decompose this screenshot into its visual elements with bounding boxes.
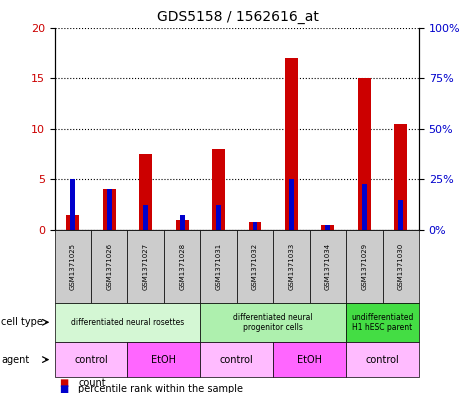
- Text: GSM1371031: GSM1371031: [216, 242, 221, 290]
- Text: GSM1371033: GSM1371033: [288, 242, 294, 290]
- Text: GSM1371028: GSM1371028: [179, 243, 185, 290]
- Bar: [289, 179, 294, 230]
- Text: GSM1371034: GSM1371034: [325, 243, 331, 290]
- Text: EtOH: EtOH: [297, 354, 322, 365]
- Text: differentiated neural rosettes: differentiated neural rosettes: [71, 318, 184, 327]
- Bar: [212, 149, 225, 230]
- Bar: [216, 205, 221, 230]
- Bar: [253, 222, 257, 230]
- Text: GSM1371027: GSM1371027: [142, 243, 149, 290]
- Bar: [325, 225, 330, 230]
- Bar: [70, 179, 75, 230]
- Bar: [285, 58, 298, 230]
- Bar: [399, 200, 403, 230]
- Bar: [103, 189, 115, 230]
- Text: control: control: [220, 354, 254, 365]
- Bar: [66, 215, 79, 230]
- Bar: [107, 189, 112, 230]
- Text: GSM1371026: GSM1371026: [106, 243, 112, 290]
- Bar: [176, 220, 189, 230]
- Text: GSM1371029: GSM1371029: [361, 243, 367, 290]
- Bar: [362, 184, 367, 230]
- Bar: [248, 222, 261, 230]
- Text: undifferentiated
H1 hESC parent: undifferentiated H1 hESC parent: [352, 312, 414, 332]
- Text: percentile rank within the sample: percentile rank within the sample: [78, 384, 243, 393]
- Text: GSM1371030: GSM1371030: [398, 242, 404, 290]
- Text: EtOH: EtOH: [152, 354, 176, 365]
- Text: agent: agent: [1, 354, 29, 365]
- Text: differentiated neural
progenitor cells: differentiated neural progenitor cells: [233, 312, 313, 332]
- Bar: [394, 124, 407, 230]
- Text: ■: ■: [59, 378, 68, 388]
- Text: ■: ■: [59, 384, 68, 393]
- Text: GDS5158 / 1562616_at: GDS5158 / 1562616_at: [157, 10, 318, 24]
- Text: GSM1371025: GSM1371025: [70, 243, 76, 290]
- Text: count: count: [78, 378, 106, 388]
- Bar: [143, 205, 148, 230]
- Bar: [322, 225, 334, 230]
- Text: GSM1371032: GSM1371032: [252, 243, 258, 290]
- Bar: [139, 154, 152, 230]
- Bar: [180, 215, 185, 230]
- Text: control: control: [366, 354, 399, 365]
- Text: cell type: cell type: [1, 317, 43, 327]
- Text: control: control: [74, 354, 108, 365]
- Bar: [358, 78, 370, 230]
